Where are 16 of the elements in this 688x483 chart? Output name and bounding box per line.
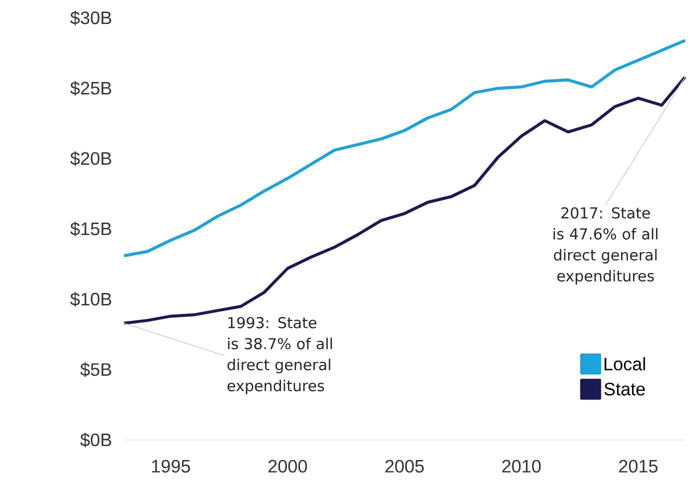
y-tick-label: $25B	[70, 81, 112, 96]
y-tick-label: $20B	[70, 151, 112, 166]
legend-label: State	[604, 382, 645, 396]
x-tick-label: 2010	[502, 460, 541, 473]
y-tick-label: $30B	[70, 10, 112, 26]
legend-label: Local	[604, 357, 645, 370]
annotation: 2017: State is 47.6% of all direct general expenditures	[554, 207, 658, 284]
annotation: 1993: State is 38.7% of all direct general expenditures	[228, 316, 332, 394]
x-tick-label: 2015	[619, 460, 658, 473]
y-tick-label: $0B	[80, 432, 112, 448]
y-tick-label: $5B	[80, 362, 112, 377]
y-tick-label: $15B	[70, 222, 112, 236]
x-tick-label: 2000	[268, 460, 307, 473]
y-tick-label: $10B	[70, 292, 112, 307]
x-tick-label: 2005	[385, 460, 424, 473]
x-tick-label: 1995	[152, 460, 190, 473]
